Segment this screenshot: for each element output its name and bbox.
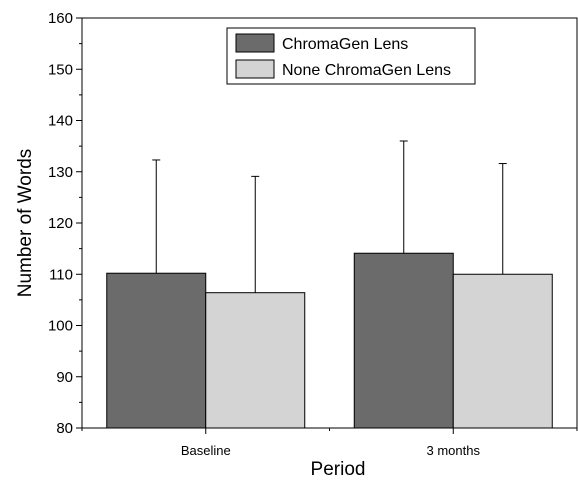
x-tick-label: 3 months [427,443,481,458]
y-tick-label: 120 [48,215,73,232]
y-axis-title: Number of Words [15,149,36,298]
bar-none-chromagen-1 [452,273,553,429]
y-tick-label: 130 [48,164,73,181]
y-tick-label: 90 [56,369,73,386]
y-tick-label: 80 [56,420,73,437]
x-tick-label: Baseline [181,443,231,458]
y-tick-label: 140 [48,113,73,130]
y-tick-label: 100 [48,318,73,335]
bars-layer [106,252,553,429]
y-tick-label: 110 [49,266,73,283]
y-tick-label: 160 [48,10,73,27]
bar-chromagen-1 [353,252,454,429]
x-axis-title: Period [311,459,366,480]
error-bars-layer [152,140,507,293]
y-tick-label: 150 [48,61,73,78]
legend-swatch-none-chromagen [235,59,275,79]
y-ticks-layer: 80 90 100 110 120 130 140 150 160 [48,10,82,437]
x-ticks-layer: Baseline 3 months [81,428,578,458]
legend: ChromaGen Lens None ChromaGen Lens [226,27,476,85]
legend-label-none-chromagen: None ChromaGen Lens [282,62,451,79]
legend-swatch-chromagen [235,33,275,53]
bar-none-chromagen-0 [205,292,306,429]
bar-chromagen-0 [106,272,207,429]
legend-label-chromagen: ChromaGen Lens [282,36,408,53]
